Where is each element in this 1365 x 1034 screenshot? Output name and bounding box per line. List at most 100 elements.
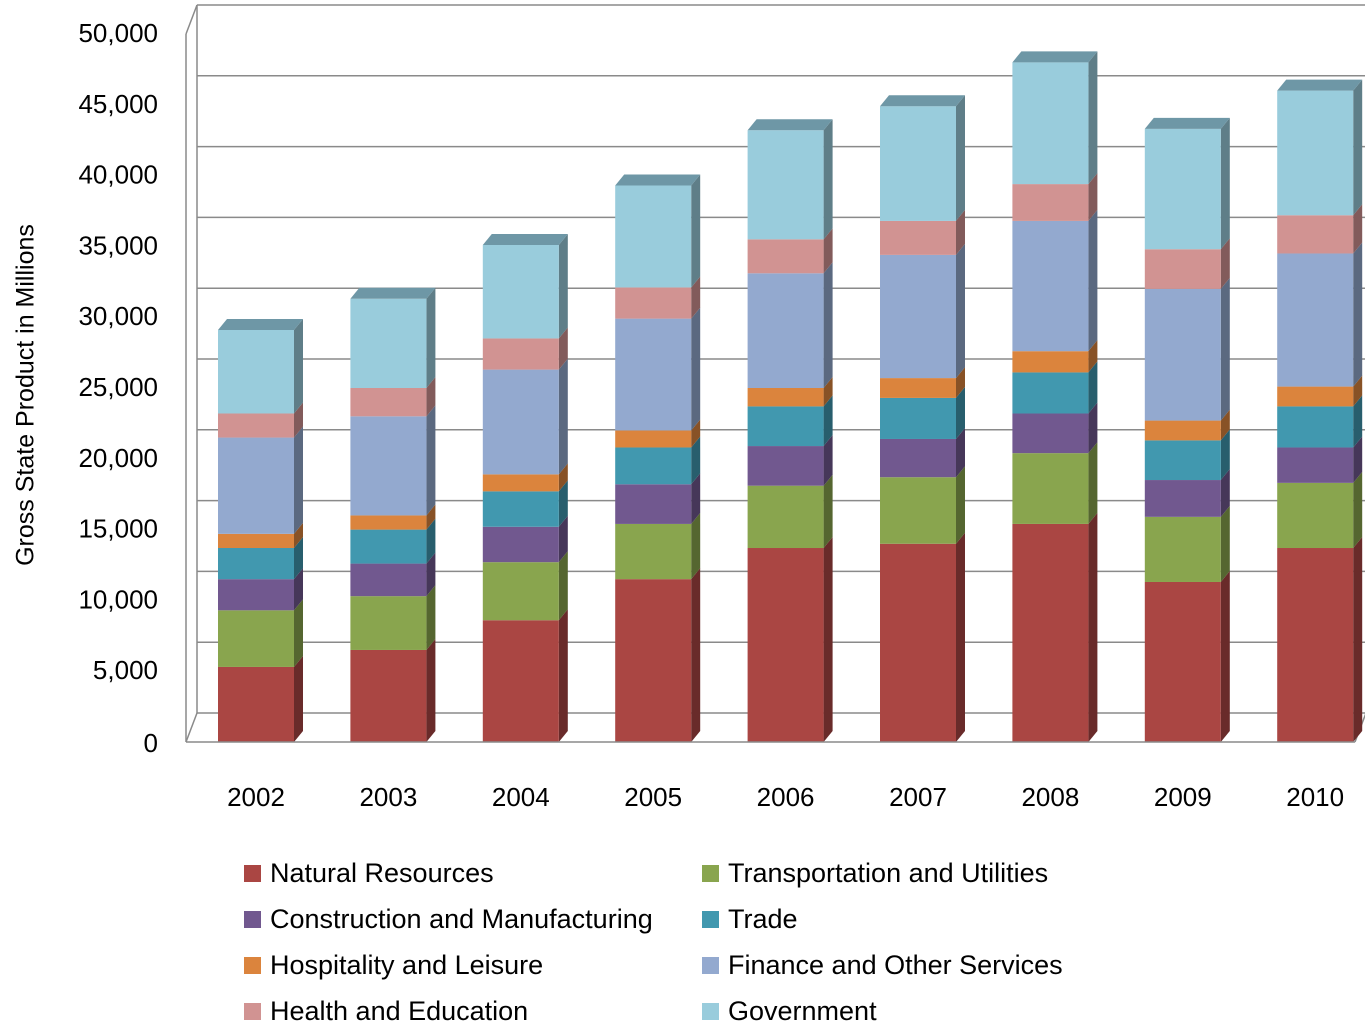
- bar-side: [956, 243, 965, 379]
- bar-side: [956, 386, 965, 439]
- bar-side: [426, 287, 436, 388]
- bar-segment: [1144, 440, 1221, 481]
- bar-segment: [350, 649, 427, 742]
- bar-segment: [1144, 420, 1221, 441]
- x-tick-label: 2005: [624, 782, 682, 812]
- x-tick-label: 2006: [757, 782, 815, 812]
- bar-segment: [1012, 220, 1089, 352]
- bar-side: [426, 504, 436, 530]
- bar-segment: [880, 106, 956, 221]
- bar-side: [558, 551, 568, 621]
- bar-side: [558, 327, 568, 370]
- bar-segment: [350, 596, 427, 650]
- x-tick-label: 2010: [1286, 782, 1344, 812]
- bar-side: [1088, 51, 1098, 185]
- bar-side: [823, 474, 833, 549]
- legend-swatch: [244, 1002, 261, 1020]
- bar-side: [1220, 505, 1230, 582]
- x-tick-label: 2008: [1021, 782, 1079, 812]
- bar-segment: [218, 533, 294, 549]
- bar-segment: [350, 298, 427, 388]
- bar-side: [426, 638, 436, 742]
- bar-segment: [218, 666, 294, 742]
- x-tick-label: 2004: [492, 782, 550, 812]
- legend-label: Natural Resources: [270, 857, 494, 888]
- bar-segment: [218, 437, 294, 534]
- bar-side: [691, 419, 701, 448]
- legend-swatch: [244, 956, 261, 974]
- bar-side: [691, 473, 701, 524]
- legend-item: Natural Resources: [244, 850, 702, 896]
- bar-segment: [1012, 453, 1089, 524]
- bar-side: [1220, 469, 1230, 517]
- bar-side: [1353, 395, 1363, 448]
- bar-side: [294, 537, 303, 580]
- y-tick-label: 50,000: [78, 18, 158, 48]
- bar-side: [558, 480, 568, 527]
- legend-swatch: [702, 956, 719, 974]
- bar-segment: [1277, 253, 1354, 387]
- bar-segment: [615, 430, 692, 448]
- bar-side: [1220, 570, 1230, 742]
- bar-top: [350, 287, 436, 299]
- legend-item: Hospitality and Leisure: [244, 942, 702, 988]
- bar-segment: [482, 244, 559, 339]
- bar-segment: [350, 416, 427, 516]
- bar-side: [294, 522, 303, 549]
- bar-side: [426, 552, 436, 597]
- y-tick-label: 25,000: [78, 372, 158, 402]
- legend-swatch: [702, 910, 719, 928]
- bar-side: [956, 95, 965, 221]
- bar-segment: [350, 563, 427, 597]
- side-wall-bottom: [185, 712, 198, 743]
- bar-segment: [747, 239, 824, 274]
- bar-segment: [615, 523, 692, 580]
- legend-label: Government: [728, 995, 877, 1026]
- bar-segment: [615, 287, 692, 319]
- legend-label: Hospitality and Leisure: [270, 949, 544, 980]
- bar-side: [691, 307, 701, 431]
- bar-segment: [1144, 288, 1221, 421]
- bar-side: [558, 233, 568, 339]
- bar-side: [823, 537, 833, 742]
- bar-side: [823, 435, 833, 486]
- bar-side: [1220, 429, 1230, 481]
- y-tick-label: 35,000: [78, 230, 158, 260]
- bar-segment: [747, 446, 824, 486]
- bar-side: [823, 228, 833, 274]
- bar-segment: [218, 413, 294, 438]
- x-tick-label: 2002: [227, 782, 285, 812]
- bar-side: [956, 209, 965, 255]
- bar-segment: [615, 484, 692, 524]
- bar-segment: [1277, 386, 1354, 407]
- bar-segment: [1144, 480, 1221, 517]
- y-tick-label: 10,000: [78, 584, 158, 614]
- bar-top: [747, 119, 833, 131]
- bar-segment: [1277, 548, 1354, 742]
- bar-side: [691, 568, 701, 742]
- bar-side: [558, 463, 568, 492]
- legend-item: Construction and Manufacturing: [244, 896, 702, 942]
- bar-side: [1220, 409, 1230, 441]
- bar-segment: [482, 491, 559, 527]
- bar-segment: [615, 185, 692, 288]
- legend-label: Trade: [728, 903, 798, 934]
- bar-top: [1012, 51, 1098, 63]
- bar-side: [823, 262, 833, 388]
- bar-side: [823, 377, 833, 407]
- legend-item: Trade: [702, 896, 1122, 942]
- legend-item: Government: [702, 988, 1122, 1034]
- bar-segment: [350, 515, 427, 530]
- bar-segment: [482, 474, 559, 492]
- bar-side: [558, 609, 568, 742]
- bar-segment: [1277, 406, 1354, 448]
- bar-segment: [747, 273, 824, 388]
- bar-side: [1088, 209, 1098, 352]
- bar-side: [956, 466, 965, 544]
- bar-side: [956, 367, 965, 398]
- bar-segment: [1144, 516, 1221, 582]
- bar-segment: [1012, 351, 1089, 373]
- legend-swatch: [702, 864, 719, 882]
- bar-side: [1353, 242, 1363, 387]
- bar-side: [294, 426, 303, 534]
